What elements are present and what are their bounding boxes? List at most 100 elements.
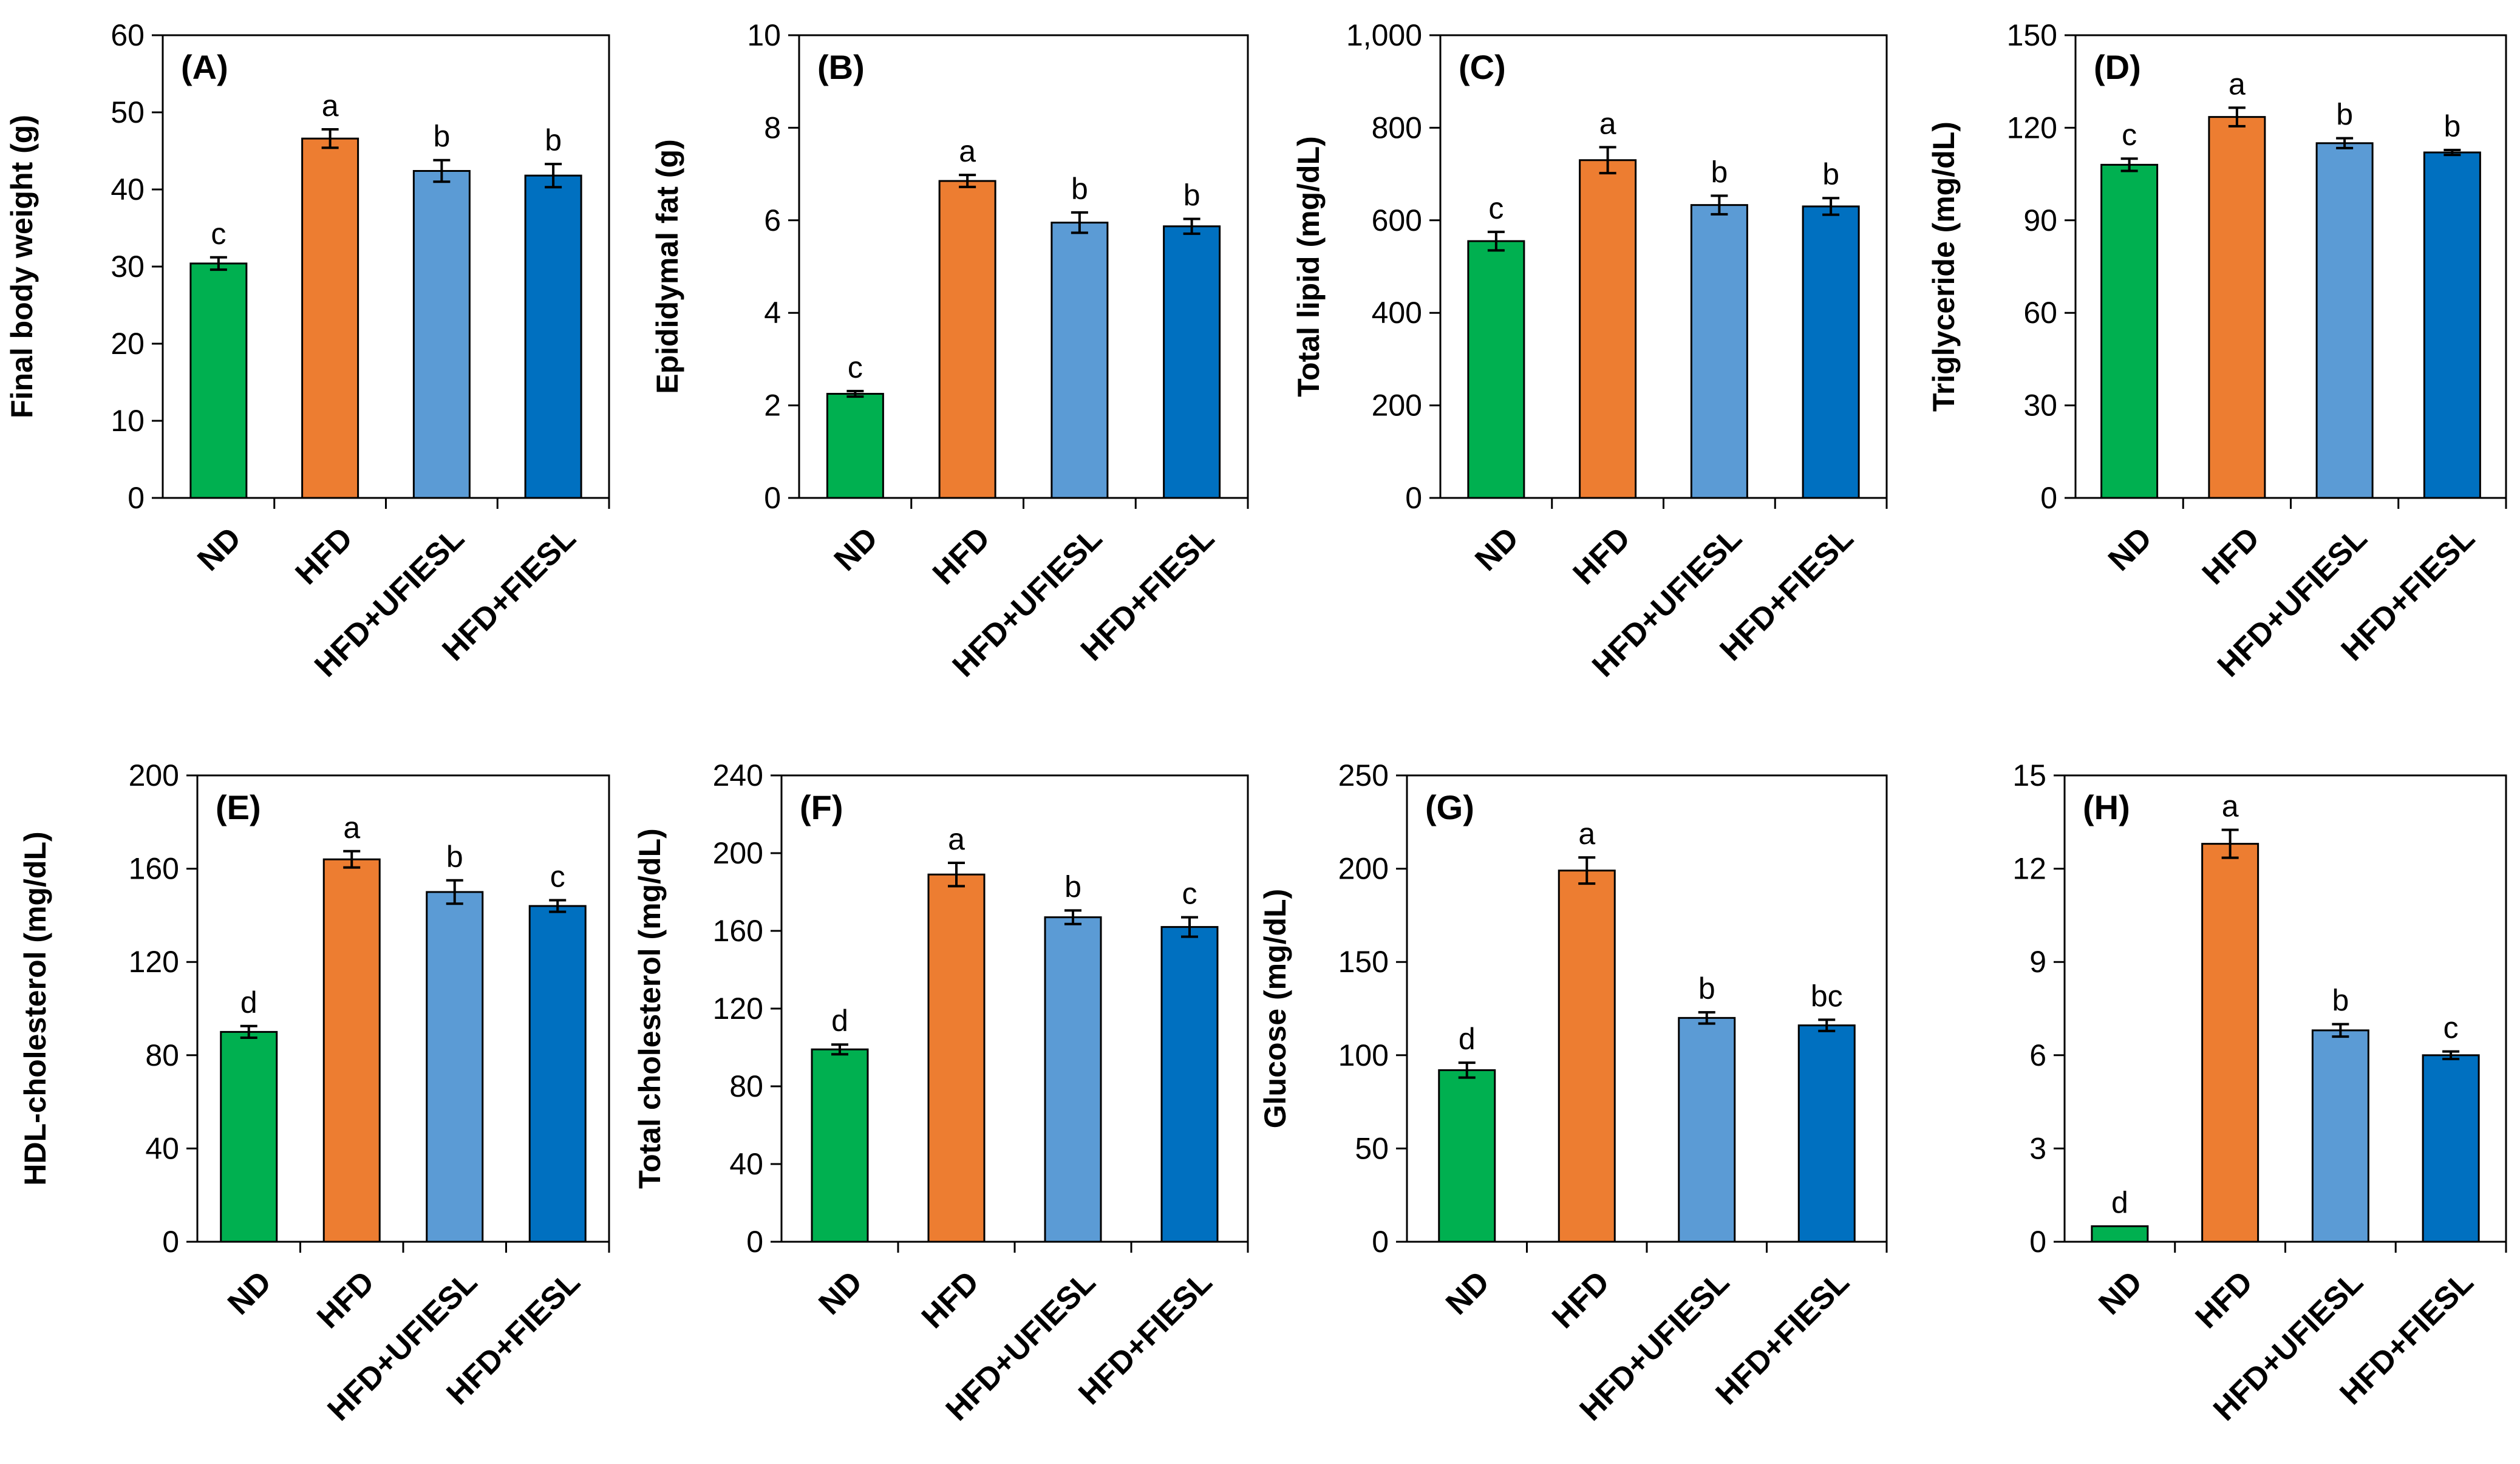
y-tick-label: 40	[145, 1131, 179, 1165]
bar-nd	[220, 1030, 278, 1243]
significance-letter: d	[831, 1004, 848, 1038]
panel-label: (E)	[216, 788, 261, 826]
significance-letter: bc	[1811, 979, 1843, 1013]
y-tick-label: 50	[111, 95, 145, 129]
significance-letter: b	[1071, 172, 1088, 206]
significance-letter: a	[948, 822, 965, 856]
y-axis-title: Total cholesterol (mg/dL)	[633, 828, 667, 1189]
significance-letter: c	[1488, 191, 1503, 225]
significance-letter: a	[959, 134, 976, 168]
y-tick-label: 1,000	[1346, 18, 1422, 52]
bar-hfd-ufiesl	[1051, 222, 1109, 499]
significance-letter: b	[1698, 972, 1715, 1006]
y-tick-label: 120	[2007, 111, 2057, 145]
significance-letter: a	[1599, 106, 1616, 140]
bar-hfd-ufiesl	[2311, 1029, 2369, 1243]
y-tick-label: 12	[2012, 852, 2046, 886]
significance-letter: b	[1064, 870, 1081, 904]
bar-hfd-ufiesl	[1690, 204, 1748, 499]
chart-panel-1: 0102030405060cNDaHFDbHFD+UFIESLbHFD+FIES…	[5, 18, 610, 684]
significance-letter: b	[1711, 155, 1728, 189]
bar-nd	[811, 1048, 869, 1243]
y-tick-label: 6	[2029, 1038, 2046, 1072]
y-tick-label: 20	[111, 327, 145, 361]
y-tick-label: 200	[129, 758, 179, 792]
y-tick-label: 0	[746, 1225, 763, 1259]
bar-hfd-fiesl	[1797, 1024, 1856, 1243]
significance-letter: a	[1578, 817, 1595, 851]
y-tick-label: 160	[129, 852, 179, 886]
significance-letter: c	[2443, 1011, 2459, 1045]
y-tick-label: 250	[1338, 758, 1389, 792]
y-tick-label: 4	[764, 296, 781, 330]
chart-panel-5: 04080120160200dNDaHFDbHFD+UFIESLcHFD+FIE…	[18, 758, 610, 1428]
y-tick-label: 0	[162, 1225, 179, 1259]
bar-hfd-ufiesl	[426, 891, 484, 1243]
bar-hfd	[927, 873, 986, 1243]
bar-nd	[189, 262, 248, 499]
y-tick-label: 0	[2040, 481, 2057, 515]
y-tick-label: 10	[111, 404, 145, 438]
bar-hfd-ufiesl	[412, 170, 471, 499]
y-tick-label: 40	[111, 172, 145, 206]
y-axis-title: Total lipid (mg/dL)	[1292, 136, 1326, 397]
y-tick-label: 200	[713, 836, 763, 870]
y-tick-label: 800	[1372, 111, 1422, 145]
bar-hfd	[2208, 116, 2266, 499]
y-tick-label: 120	[713, 992, 763, 1026]
significance-letter: a	[343, 811, 360, 845]
panel-label: (F)	[800, 788, 843, 826]
y-tick-label: 30	[111, 250, 145, 284]
x-category-label: HFD	[2189, 1264, 2260, 1335]
y-tick-label: 600	[1372, 203, 1422, 237]
significance-letter: d	[1459, 1022, 1476, 1056]
bar-nd	[1467, 240, 1525, 499]
significance-letter: b	[2332, 984, 2349, 1018]
significance-letter: a	[322, 89, 339, 123]
y-tick-label: 6	[764, 203, 781, 237]
bar-hfd-fiesl	[1802, 205, 1860, 499]
x-category-label: HFD	[1545, 1264, 1616, 1335]
bar-hfd	[1579, 159, 1637, 499]
y-tick-label: 400	[1372, 296, 1422, 330]
y-tick-label: 8	[764, 111, 781, 145]
bar-hfd-fiesl	[528, 905, 587, 1243]
y-tick-label: 10	[747, 18, 781, 52]
x-category-label: ND	[221, 1264, 278, 1321]
y-tick-label: 50	[1355, 1131, 1389, 1165]
y-axis-title: Triglyceride (mg/dL)	[1927, 121, 1961, 412]
x-category-label: ND	[2102, 520, 2159, 577]
chart-panel-3: 02004006008001,000cNDaHFDbHFD+UFIESLbHFD…	[1292, 18, 1888, 684]
y-tick-label: 30	[2023, 389, 2057, 423]
y-tick-label: 2	[764, 389, 781, 423]
y-tick-label: 0	[2029, 1225, 2046, 1259]
significance-letter: d	[240, 986, 257, 1020]
y-tick-label: 60	[2023, 296, 2057, 330]
y-tick-label: 0	[1405, 481, 1422, 515]
significance-letter: c	[550, 859, 565, 893]
x-category-label: HFD	[915, 1264, 986, 1335]
significance-letter: c	[1182, 877, 1197, 911]
y-tick-label: 60	[111, 18, 145, 52]
chart-panel-2: 0246810cNDaHFDbHFD+UFIESLbHFD+FIESL(B)Ep…	[650, 18, 1249, 684]
y-tick-label: 240	[713, 758, 763, 792]
chart-panel-4: 0306090120150cNDaHFDbHFD+UFIESLbHFD+FIES…	[1927, 18, 2507, 684]
bar-hfd	[938, 180, 996, 499]
significance-letter: b	[545, 123, 562, 157]
x-category-label: ND	[812, 1264, 869, 1321]
significance-letter: a	[2222, 789, 2239, 823]
significance-letter: b	[1822, 157, 1839, 191]
bar-hfd-fiesl	[2423, 151, 2481, 499]
y-tick-label: 150	[1338, 945, 1389, 979]
significance-letter: b	[2443, 109, 2460, 143]
x-category-label: ND	[2092, 1264, 2149, 1321]
y-tick-label: 0	[764, 481, 781, 515]
significance-letter: b	[433, 120, 450, 154]
y-tick-label: 120	[129, 945, 179, 979]
x-category-label: HFD	[2196, 520, 2267, 591]
y-axis-title: Epididymal fat (g)	[650, 139, 684, 393]
significance-letter: b	[446, 840, 463, 874]
x-category-label: ND	[1468, 520, 1525, 577]
panel-label: (D)	[2094, 48, 2141, 86]
